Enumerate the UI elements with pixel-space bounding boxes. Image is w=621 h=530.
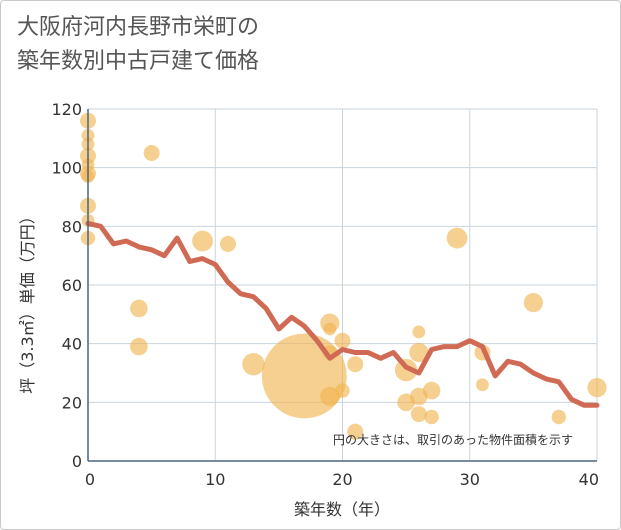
- y-tick-label: 0: [72, 452, 82, 471]
- bubble-point: [409, 342, 429, 363]
- chart-title: 大阪府河内長野市栄町の 築年数別中古戸建て価格: [17, 11, 437, 79]
- x-axis-label: 築年数（年）: [294, 500, 390, 519]
- bubble-point: [424, 409, 439, 425]
- bubble-point: [335, 383, 350, 398]
- bubble-point: [422, 381, 441, 400]
- bubble-point: [192, 230, 213, 252]
- bubble-point: [347, 356, 364, 373]
- bubble-point: [476, 378, 489, 392]
- bubble-point: [410, 406, 427, 423]
- bubble-point: [130, 337, 148, 356]
- x-tick-label: 30: [460, 470, 480, 489]
- y-tick-label: 80: [62, 217, 82, 236]
- x-tick-label: 40: [579, 470, 599, 489]
- grid-lines: [87, 108, 598, 462]
- y-tick-label: 100: [51, 159, 82, 178]
- bubble-point: [347, 423, 364, 440]
- x-tick-label: 20: [332, 470, 352, 489]
- y-tick-label: 40: [62, 335, 82, 354]
- y-tick-label: 20: [62, 393, 82, 412]
- bubble-point: [143, 145, 160, 161]
- bubble-point: [219, 235, 236, 252]
- bubble-point: [242, 353, 265, 376]
- tick-labels: 0 20 40 60 80 100 120 0 10 20 30 40: [51, 100, 599, 489]
- chart-title-line-1: 大阪府河内長野市栄町の: [17, 15, 260, 40]
- bubble-point: [130, 299, 148, 318]
- x-tick-label: 10: [205, 470, 225, 489]
- y-tick-label: 60: [62, 276, 82, 295]
- bubble-point: [412, 325, 426, 339]
- bubble-size-note: 円の大きさは、取引のあった物件面積を示す: [333, 432, 573, 447]
- y-tick-label: 120: [51, 100, 82, 119]
- axes: [87, 109, 597, 462]
- chart-title-line-2: 築年数別中古戸建て価格: [17, 49, 260, 74]
- x-tick-label: 0: [85, 470, 95, 489]
- bubble-point: [323, 322, 337, 336]
- bubble-point: [523, 293, 543, 313]
- average-price-line: [85, 220, 600, 408]
- bubble-point: [587, 378, 607, 398]
- bubble-point: [551, 409, 567, 425]
- bubble-series: [80, 112, 607, 440]
- bubble-point: [446, 227, 468, 249]
- bubble-point: [261, 333, 347, 419]
- average-line-series: [85, 220, 600, 408]
- bubble-point: [334, 332, 351, 349]
- y-axis-label: 坪（3.3㎡）単価（万円）: [18, 208, 37, 393]
- bubble-point: [320, 386, 340, 407]
